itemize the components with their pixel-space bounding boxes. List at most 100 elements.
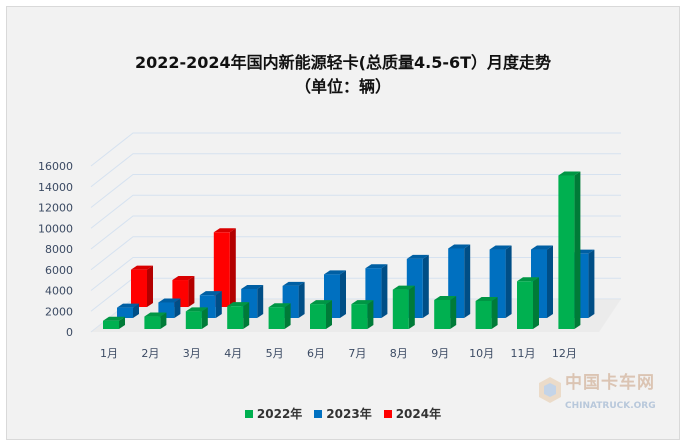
watermark-logo: 中国卡车网 CHINATRUCK.ORG	[537, 371, 677, 421]
gridline	[90, 132, 621, 167]
bar-top	[144, 312, 167, 317]
legend-label: 2023年	[326, 407, 372, 421]
bar-2022年-11月	[517, 281, 533, 329]
bar-side	[298, 281, 305, 318]
bar-top	[406, 254, 429, 259]
bar-2022年-4月	[227, 306, 244, 329]
bar-2022年-6月	[310, 304, 326, 329]
bar-side	[243, 302, 250, 329]
bar-top	[351, 300, 374, 305]
bar-side	[367, 300, 374, 329]
bar-top	[324, 270, 346, 275]
bar-side	[133, 303, 139, 318]
bar-side	[491, 296, 498, 329]
legend-item: 2022年	[244, 405, 303, 423]
gridline	[90, 236, 621, 271]
bar-2022年-3月	[185, 311, 202, 329]
bar-top	[517, 277, 539, 282]
y-tick-label: 6000	[45, 264, 73, 277]
bar-side	[464, 244, 471, 318]
legend-item: 2023年	[314, 405, 372, 423]
chart-title: 2022-2024年国内新能源轻卡(总质量4.5-6T）月度走势 （单位：辆）	[7, 51, 679, 99]
bar-top	[117, 303, 139, 308]
x-tick-label: 8月	[390, 347, 408, 360]
x-tick-label: 10月	[469, 347, 494, 360]
x-tick-label: 3月	[183, 347, 201, 360]
legend-label: 2024年	[395, 407, 442, 421]
x-tick-label: 7月	[348, 347, 366, 360]
bar-2022年-10月	[475, 300, 492, 329]
bar-side	[119, 316, 125, 329]
bar-top	[268, 303, 291, 308]
x-tick-label: 6月	[307, 347, 325, 360]
legend-swatch	[383, 410, 392, 418]
legend: 2022年 2023年 2024年	[7, 405, 679, 423]
x-tick-label: 11月	[511, 347, 536, 360]
bar-2023年-1月	[117, 307, 133, 318]
bar-top	[489, 245, 512, 250]
title-line: 2022-2024年国内新能源轻卡(总质量4.5-6T）月度走势	[134, 53, 552, 72]
x-tick-label: 1月	[100, 347, 118, 360]
bar-side	[450, 295, 457, 329]
bar-top	[558, 171, 581, 176]
bar-top	[310, 300, 332, 305]
bar-2022年-9月	[434, 299, 451, 329]
bar-side	[284, 303, 291, 329]
bar-top	[241, 284, 264, 289]
bar-top	[103, 316, 125, 321]
bar-side	[201, 307, 208, 329]
bar-side	[574, 171, 581, 329]
bar-side	[188, 276, 195, 307]
bar-side	[147, 265, 153, 307]
bar-top	[172, 276, 195, 281]
bar-top	[475, 296, 498, 301]
gridline	[90, 153, 621, 188]
legend-item: 2024年	[383, 405, 442, 423]
bar-top	[282, 281, 305, 286]
bar-side	[326, 300, 332, 329]
bar-top	[185, 307, 208, 312]
legend-label: 2022年	[256, 407, 303, 421]
bar-top	[213, 228, 236, 233]
x-tick-label: 5月	[266, 347, 284, 360]
bar-2022年-7月	[351, 304, 368, 329]
bar-top	[434, 295, 457, 300]
x-tick-label: 4月	[224, 347, 242, 360]
watermark-en: CHINATRUCK.ORG	[565, 401, 656, 411]
legend-swatch	[314, 410, 323, 418]
gridline	[90, 174, 621, 208]
bar-top	[227, 302, 250, 307]
bar-side	[381, 264, 388, 318]
bar-top	[531, 245, 553, 250]
legend-swatch	[244, 410, 253, 418]
bar-side	[215, 291, 222, 318]
bar-side	[160, 312, 167, 329]
y-tick-label: 8000	[45, 243, 73, 256]
bar-2024年-1月	[131, 269, 147, 307]
bar-top	[131, 265, 153, 270]
bar-side	[340, 270, 346, 318]
bar-2022年-12月	[558, 175, 575, 329]
bar-top	[392, 285, 415, 290]
bar-top	[365, 264, 388, 269]
truck-logo-icon	[539, 377, 561, 403]
x-tick-label: 12月	[552, 347, 577, 360]
gridline	[90, 215, 621, 250]
bar-2022年-1月	[103, 320, 119, 329]
bar-side	[547, 245, 553, 318]
watermark-cn: 中国卡车网	[565, 373, 655, 393]
bar-side	[422, 254, 429, 318]
y-tick-label: 16000	[38, 160, 73, 173]
chart-frame: 2022-2024年国内新能源轻卡(总质量4.5-6T）月度走势 （单位：辆） …	[6, 6, 680, 440]
bar-2022年-2月	[144, 316, 161, 329]
y-tick-label: 2000	[45, 305, 73, 318]
bar-top	[199, 291, 222, 296]
bar-side	[257, 284, 264, 318]
bar-2024年-3月	[213, 232, 230, 307]
bar-side	[174, 298, 181, 318]
bar-side	[533, 277, 539, 329]
bar-side	[505, 245, 512, 318]
bar-side	[588, 249, 595, 318]
y-tick-label: 4000	[45, 285, 73, 298]
bar-side	[408, 285, 415, 329]
